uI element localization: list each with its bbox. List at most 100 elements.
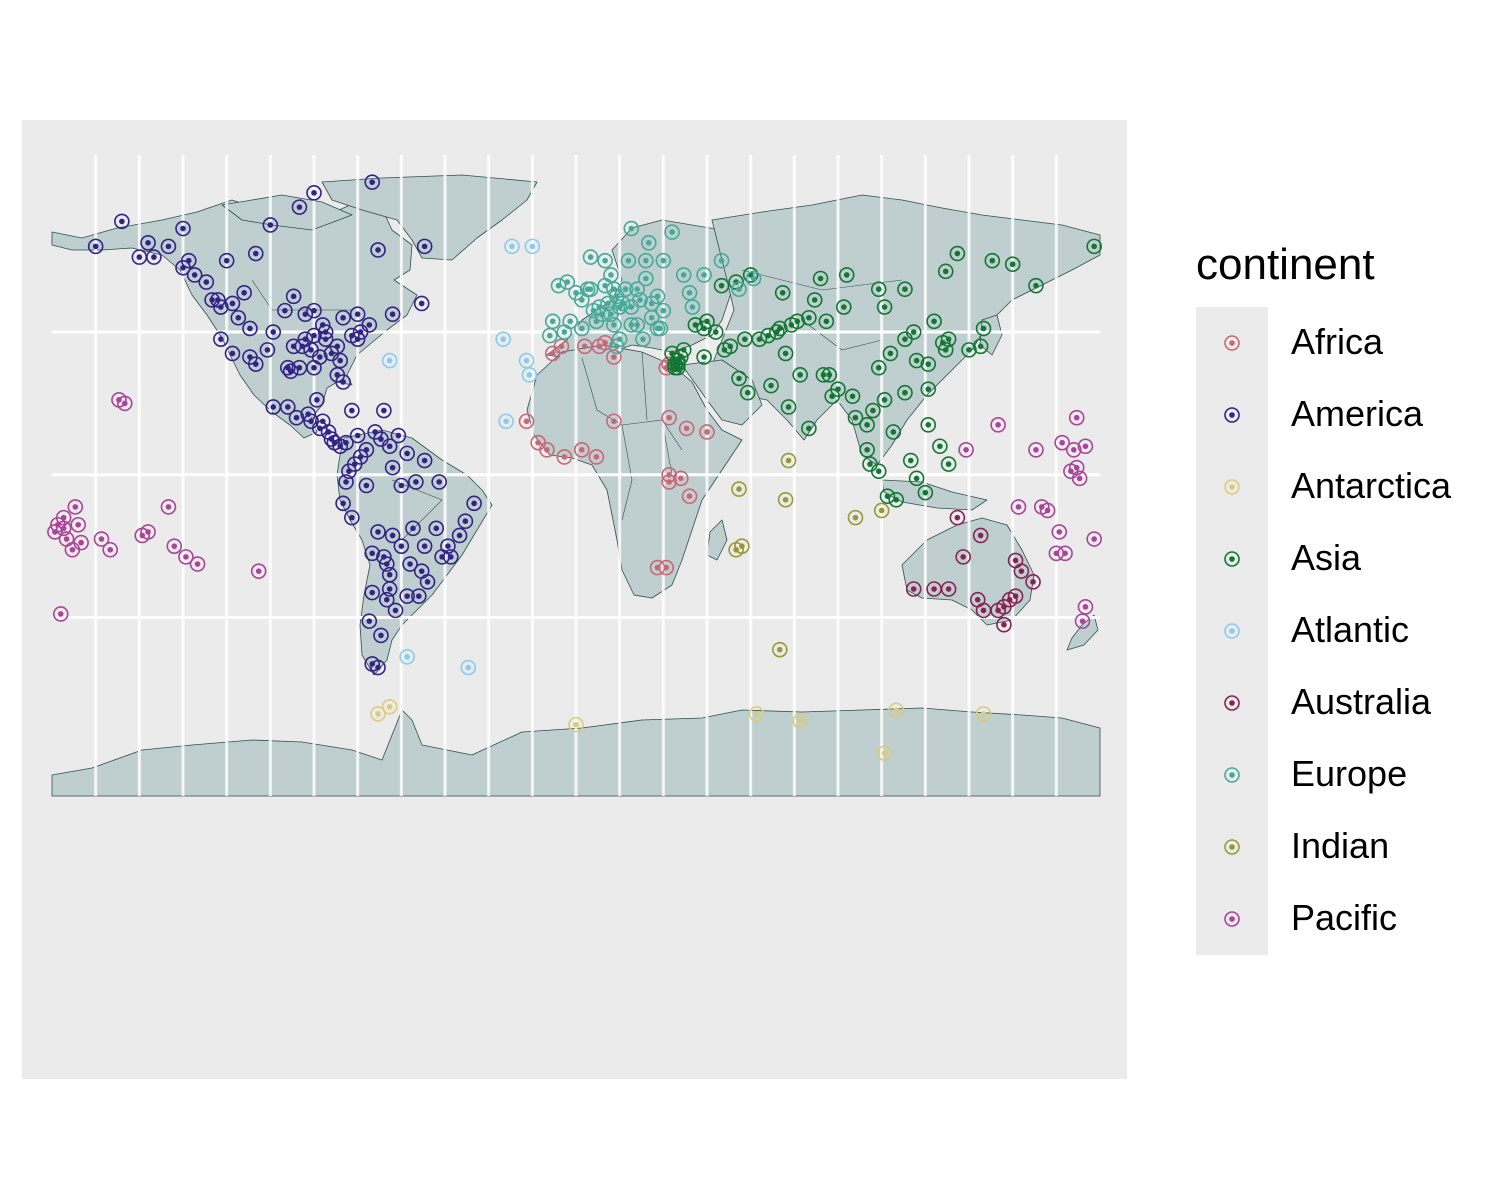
station-point: [879, 488, 896, 505]
legend-key-icon: [1224, 335, 1240, 351]
station-point: [949, 245, 966, 262]
station-point: [699, 424, 715, 440]
station-point: [242, 320, 258, 337]
legend-item: Africa: [1196, 307, 1496, 379]
legend-item: Antarctica: [1196, 451, 1496, 523]
station-point: [518, 352, 535, 369]
station-point: [926, 313, 942, 330]
station-point: [416, 452, 433, 469]
station-point: [984, 252, 1001, 269]
station-point: [381, 352, 398, 369]
station-point: [213, 331, 229, 347]
world-map: [47, 155, 1102, 797]
station-point: [780, 399, 797, 415]
station-point: [428, 520, 445, 537]
station-point: [792, 713, 808, 729]
station-point: [399, 649, 415, 665]
station-point: [224, 345, 241, 362]
station-point: [431, 474, 447, 490]
station-point: [681, 488, 698, 505]
station-point: [815, 367, 832, 383]
station-point: [399, 445, 415, 462]
station-point: [279, 359, 296, 376]
station-point: [806, 292, 823, 308]
station-point: [737, 331, 753, 347]
station-point: [731, 481, 747, 497]
station-point: [975, 706, 992, 722]
station-point: [722, 338, 739, 355]
station-point: [329, 338, 346, 355]
station-point: [384, 459, 401, 476]
station-point: [378, 556, 395, 572]
station-point: [521, 367, 538, 383]
station-point: [387, 602, 404, 619]
station-point: [370, 706, 386, 722]
station-point: [384, 306, 401, 322]
station-point: [1077, 599, 1094, 615]
station-point: [242, 349, 258, 365]
station-point: [332, 352, 349, 369]
station-point: [713, 277, 730, 294]
legend-item: Asia: [1196, 523, 1496, 595]
station-point: [408, 474, 424, 490]
station-point: [847, 509, 864, 526]
legend: continent Africa America Antarctica Asia Atl…: [1196, 240, 1451, 955]
station-point: [402, 556, 418, 572]
station-point: [961, 342, 977, 358]
station-point: [175, 220, 191, 237]
legend-key-icon: [1224, 623, 1240, 639]
station-point: [288, 409, 305, 426]
legend-item: America: [1196, 379, 1496, 451]
station-point: [1054, 434, 1070, 451]
station-point: [617, 281, 634, 298]
station-point: [882, 345, 899, 362]
station-point: [812, 270, 829, 287]
station-point: [623, 220, 640, 237]
station-point: [996, 616, 1012, 633]
station-point: [405, 520, 421, 537]
station-point: [166, 538, 183, 554]
land-indonesia: [881, 479, 988, 511]
station-point: [801, 309, 817, 326]
station-point: [745, 270, 762, 287]
station-point: [457, 513, 474, 529]
station-point: [495, 331, 512, 347]
station-point: [611, 299, 628, 315]
station-point: [399, 588, 415, 604]
station-point: [902, 452, 919, 469]
station-point: [652, 320, 669, 337]
station-point: [58, 531, 75, 547]
legend-label: America: [1291, 393, 1424, 434]
station-point: [524, 238, 541, 255]
station-point: [140, 235, 156, 251]
station-point: [373, 627, 389, 644]
station-point: [250, 563, 267, 579]
station-point: [364, 174, 381, 190]
station-point: [376, 402, 392, 419]
station-point: [306, 185, 322, 201]
land-south-america: [336, 429, 493, 676]
station-point: [870, 359, 887, 376]
station-point: [55, 509, 72, 526]
station-point: [236, 284, 252, 301]
station-point: [1039, 502, 1056, 519]
station-point: [789, 313, 806, 330]
station-point: [309, 392, 325, 408]
station-point: [670, 359, 686, 376]
station-point: [146, 249, 162, 265]
station-point: [279, 399, 296, 415]
station-point: [713, 252, 730, 269]
station-point: [574, 442, 590, 458]
station-point: [390, 427, 407, 444]
station-point: [370, 659, 386, 676]
station-point: [955, 549, 971, 565]
station-point: [865, 402, 881, 419]
station-point: [285, 288, 302, 305]
station-point: [344, 402, 360, 419]
station-point: [55, 520, 72, 537]
legend-key-icon: [1224, 767, 1240, 783]
station-point: [748, 706, 765, 722]
station-point: [367, 424, 383, 440]
legend-label: Australia: [1291, 681, 1432, 722]
legend-label: Atlantic: [1291, 609, 1410, 650]
